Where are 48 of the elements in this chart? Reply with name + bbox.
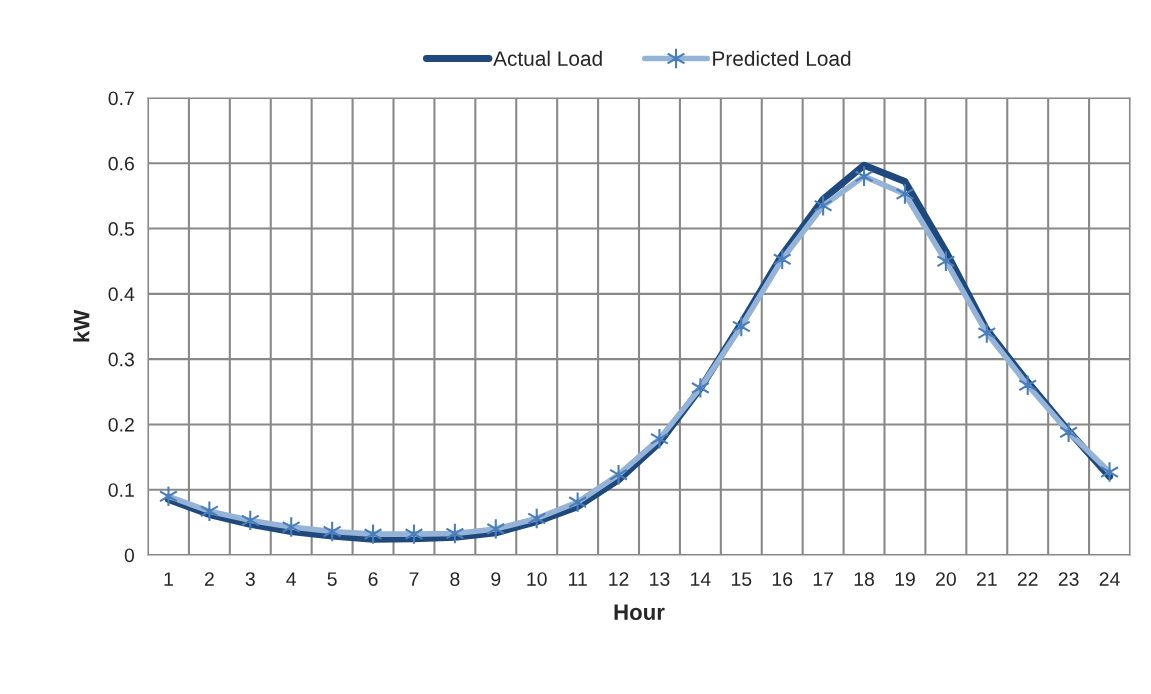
- x-tick-label: 18: [854, 572, 875, 586]
- y-tick-label: 0.4: [108, 287, 135, 302]
- y-tick-label: 0.7: [108, 91, 134, 106]
- point: [404, 523, 424, 545]
- x-tick-label: 10: [527, 572, 547, 586]
- x-tick-label: 16: [772, 572, 793, 586]
- point: [936, 250, 956, 272]
- x-tick-label: 21: [976, 572, 997, 586]
- x-tick-label: 6: [368, 572, 378, 586]
- point: [731, 315, 751, 338]
- x-tick-label: 9: [491, 572, 501, 586]
- point: [568, 491, 588, 513]
- point: [895, 183, 915, 205]
- y-tick-label: 0.6: [108, 156, 134, 171]
- x-tick-label: 23: [1058, 572, 1079, 586]
- x-tick-label: 17: [813, 572, 833, 586]
- point: [650, 428, 669, 450]
- y-tick-label: 0.1: [108, 483, 134, 497]
- y-tick-label: 0.5: [108, 222, 134, 236]
- x-tick-label: 24: [1099, 572, 1120, 586]
- x-tick-label: 13: [650, 572, 670, 586]
- x-axis-title: Hour: [614, 604, 665, 620]
- x-tick-label: 3: [245, 572, 255, 586]
- x-tick-label: 11: [569, 572, 587, 586]
- x-tick-label: 5: [327, 572, 337, 586]
- x-tick-label: 14: [691, 572, 711, 586]
- legend-label: Predicted Load: [713, 50, 851, 66]
- point: [159, 485, 178, 508]
- x-tick-label: 20: [936, 572, 956, 586]
- x-tick-label: 7: [409, 572, 419, 586]
- point: [240, 509, 260, 532]
- y-axis-title: kW: [73, 309, 90, 342]
- point: [363, 523, 383, 545]
- y-tick-label: 0.2: [108, 417, 134, 432]
- point: [690, 377, 710, 399]
- x-tick-label: 2: [204, 572, 214, 586]
- point: [486, 518, 506, 540]
- x-tick-label: 4: [286, 572, 297, 586]
- x-tick-label: 22: [1017, 572, 1038, 586]
- x-tick-label: 1: [164, 572, 173, 586]
- point: [1100, 461, 1119, 483]
- x-tick-label: 12: [609, 572, 629, 586]
- y-tick-label: 0: [124, 548, 135, 563]
- x-tick-label: 15: [731, 572, 752, 586]
- legend-label: Actual Load: [493, 50, 602, 66]
- x-tick-label: 19: [895, 572, 915, 586]
- y-tick-label: 0.3: [108, 352, 134, 367]
- x-tick-label: 8: [450, 572, 460, 586]
